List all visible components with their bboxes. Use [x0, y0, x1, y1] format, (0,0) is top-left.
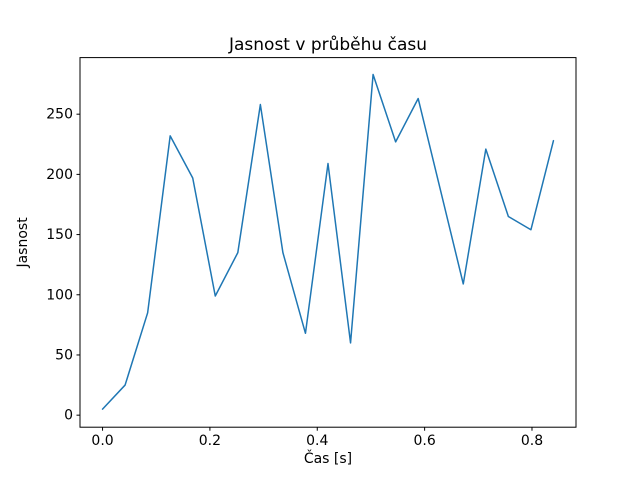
x-axis-ticks: 0.0 0.2 0.4 0.6 0.8 — [91, 427, 543, 449]
x-tick-label: 0.0 — [91, 433, 113, 449]
x-tick-label: 0.8 — [521, 433, 543, 449]
y-tick-label: 250 — [46, 107, 73, 123]
y-axis-label: Jasnost — [15, 217, 31, 269]
y-tick-label: 200 — [46, 167, 73, 183]
x-tick-label: 0.6 — [413, 433, 435, 449]
data-line — [101, 73, 555, 410]
y-tick-label: 0 — [64, 408, 73, 424]
data-series — [101, 73, 555, 410]
axes-frame — [79, 57, 577, 428]
y-tick-label: 100 — [46, 287, 73, 303]
x-axis-label: Čas [s] — [304, 449, 352, 467]
y-tick-label: 150 — [46, 227, 73, 243]
x-tick-label: 0.4 — [306, 433, 328, 449]
x-tick-label: 0.2 — [199, 433, 221, 449]
chart-title: Jasnost v průběhu času — [228, 35, 427, 55]
y-axis-ticks: 0 50 100 150 200 250 — [46, 107, 80, 424]
y-tick-label: 50 — [55, 347, 73, 363]
